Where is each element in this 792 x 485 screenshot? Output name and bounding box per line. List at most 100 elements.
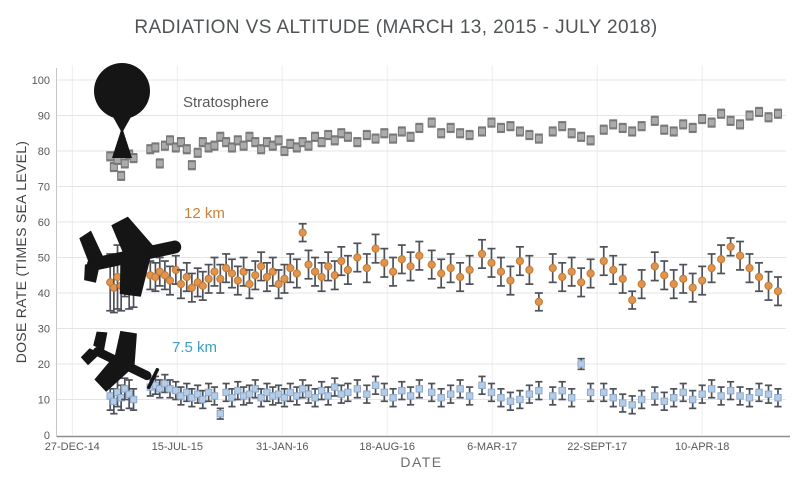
data-point-12-km <box>506 276 515 285</box>
data-point-stratosphere <box>176 138 185 147</box>
data-point-12-km <box>388 267 398 276</box>
data-point-12-km <box>239 267 248 276</box>
data-point-stratosphere <box>311 132 320 141</box>
x-axis-title: DATE <box>400 454 443 470</box>
data-point-12-km <box>324 262 333 271</box>
y-tick-label: 70 <box>38 182 50 194</box>
data-point-stratosphere <box>427 118 436 127</box>
data-point-7-5-km <box>398 386 406 395</box>
data-point-stratosphere <box>558 122 567 131</box>
data-point-stratosphere <box>380 129 389 138</box>
data-point-7-5-km <box>688 395 697 404</box>
data-point-12-km <box>446 264 455 273</box>
data-point-7-5-km <box>234 386 242 395</box>
data-point-7-5-km <box>121 385 129 393</box>
data-point-stratosphere <box>534 134 543 143</box>
data-point-stratosphere <box>198 138 207 147</box>
data-point-12-km <box>187 283 196 292</box>
data-point-7-5-km <box>125 390 133 398</box>
data-point-12-km <box>257 262 266 271</box>
jet-plane-icon <box>79 216 182 297</box>
series-label-7-5km: 7.5 km <box>172 339 218 356</box>
data-point-7-5-km <box>156 385 164 393</box>
data-point-7-5-km <box>172 386 180 395</box>
data-point-7-5-km <box>755 388 763 397</box>
data-point-stratosphere <box>415 123 424 132</box>
data-point-7-5-km <box>456 385 464 393</box>
data-point-7-5-km <box>774 394 782 402</box>
y-tick-label: 20 <box>38 359 50 371</box>
data-point-7-5-km <box>567 394 576 402</box>
data-point-7-5-km <box>717 392 725 400</box>
data-point-12-km <box>343 265 352 275</box>
data-point-12-km <box>437 269 446 278</box>
data-point-7-5-km <box>428 388 436 397</box>
data-point-stratosphere <box>586 136 595 145</box>
data-point-12-km <box>628 296 637 305</box>
data-point-stratosphere <box>669 127 678 136</box>
data-point-stratosphere <box>456 129 465 138</box>
data-point-7-5-km <box>257 394 265 402</box>
y-tick-label: 60 <box>38 217 50 229</box>
data-point-12-km <box>182 272 191 282</box>
y-tick-label: 40 <box>38 288 50 300</box>
data-point-stratosphere <box>548 127 557 136</box>
data-point-12-km <box>599 256 608 266</box>
data-point-12-km <box>717 255 726 264</box>
data-point-12-km <box>745 264 754 273</box>
data-point-7-5-km <box>506 397 515 405</box>
data-point-stratosphere <box>437 129 446 138</box>
data-point-12-km <box>113 272 122 282</box>
data-point-7-5-km <box>286 388 294 397</box>
data-point-12-km <box>456 272 465 282</box>
data-point-7-5-km <box>651 392 659 400</box>
data-point-12-km <box>773 287 783 296</box>
data-point-7-5-km <box>707 385 716 393</box>
data-point-7-5-km <box>228 394 236 402</box>
data-point-stratosphere <box>227 143 236 152</box>
propeller-plane-icon <box>80 330 160 392</box>
data-point-12-km <box>317 272 326 282</box>
data-point-7-5-km <box>406 392 415 400</box>
data-point-12-km <box>660 271 669 280</box>
data-point-7-5-km <box>558 386 566 395</box>
data-point-7-5-km <box>216 410 224 418</box>
data-point-7-5-km <box>619 399 627 407</box>
data-point-7-5-km <box>637 395 646 404</box>
data-point-7-5-km <box>245 390 254 398</box>
data-point-7-5-km <box>280 394 289 402</box>
data-point-12-km <box>679 274 688 283</box>
data-point-12-km <box>609 265 618 275</box>
data-point-12-km <box>477 249 487 259</box>
data-point-7-5-km <box>670 394 678 402</box>
data-point-12-km <box>310 267 320 276</box>
data-point-12-km <box>353 253 362 262</box>
data-point-stratosphere <box>286 139 295 148</box>
data-point-stratosphere <box>165 136 174 145</box>
data-point-stratosphere <box>446 123 455 132</box>
data-point-7-5-km <box>660 397 668 405</box>
data-point-12-km <box>515 256 525 266</box>
data-point-stratosphere <box>257 145 266 154</box>
data-point-7-5-km <box>371 381 380 390</box>
data-point-7-5-km <box>298 385 307 393</box>
data-point-12-km <box>427 260 436 269</box>
data-point-stratosphere <box>251 138 260 147</box>
data-point-7-5-km <box>764 390 773 398</box>
data-point-stratosphere <box>515 127 524 136</box>
data-point-stratosphere <box>496 123 505 132</box>
data-point-stratosphere <box>618 123 627 132</box>
y-tick-label: 10 <box>38 395 50 407</box>
data-point-12-km <box>280 274 289 283</box>
y-tick-label: 90 <box>38 111 50 123</box>
data-point-12-km <box>586 269 595 278</box>
y-tick-label: 30 <box>38 324 50 336</box>
data-point-7-5-km <box>389 394 397 402</box>
data-point-12-km <box>669 280 678 289</box>
data-point-7-5-km <box>210 392 219 400</box>
data-point-stratosphere <box>371 134 380 143</box>
data-point-12-km <box>204 274 213 283</box>
data-point-7-5-km <box>337 390 346 398</box>
data-points <box>106 106 783 420</box>
data-point-12-km <box>735 251 745 260</box>
